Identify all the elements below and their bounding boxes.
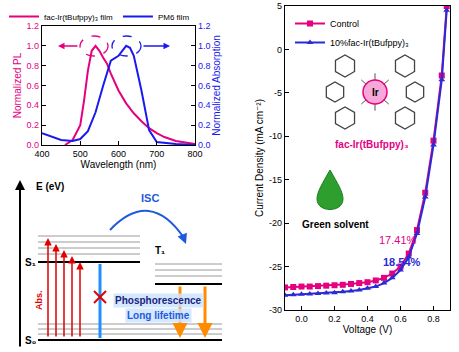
svg-text:17.41%: 17.41% <box>379 234 417 246</box>
svg-text:Normalized Absorption: Normalized Absorption <box>211 35 222 136</box>
svg-text:fac-Ir(tBufppy)₃ film: fac-Ir(tBufppy)₃ film <box>44 13 113 22</box>
svg-text:0.8: 0.8 <box>27 61 40 71</box>
svg-text:0.6: 0.6 <box>198 81 211 91</box>
svg-text:0.0: 0.0 <box>295 314 308 324</box>
svg-text:700: 700 <box>149 149 164 159</box>
svg-text:Phosphorescence: Phosphorescence <box>115 295 202 306</box>
svg-text:-25: -25 <box>269 262 282 272</box>
svg-text:-15: -15 <box>269 175 282 185</box>
svg-text:-20: -20 <box>269 218 282 228</box>
svg-text:0.4: 0.4 <box>27 100 40 110</box>
svg-text:800: 800 <box>187 149 202 159</box>
svg-text:0.8: 0.8 <box>427 314 440 324</box>
svg-text:0: 0 <box>277 45 282 55</box>
svg-text:0.2: 0.2 <box>27 120 40 130</box>
svg-text:-10: -10 <box>269 131 282 141</box>
svg-text:0.0: 0.0 <box>27 140 40 150</box>
svg-text:1.2: 1.2 <box>27 21 40 31</box>
svg-text:Abs.: Abs. <box>34 290 44 310</box>
svg-text:600: 600 <box>111 149 126 159</box>
svg-text:Green solvent: Green solvent <box>302 219 369 230</box>
svg-text:10%fac-Ir(tBufppy)₃: 10%fac-Ir(tBufppy)₃ <box>330 38 409 48</box>
svg-text:0.6: 0.6 <box>27 81 40 91</box>
svg-text:0.2: 0.2 <box>328 314 341 324</box>
svg-text:S₁: S₁ <box>25 257 36 268</box>
svg-text:PM6 film: PM6 film <box>158 13 189 22</box>
svg-text:1.2: 1.2 <box>198 21 211 31</box>
svg-text:0.4: 0.4 <box>198 100 211 110</box>
svg-text:Voltage (V): Voltage (V) <box>343 324 392 335</box>
svg-text:0.2: 0.2 <box>198 120 211 130</box>
svg-text:Current Density (mA cm⁻²): Current Density (mA cm⁻²) <box>254 99 265 217</box>
svg-text:fac-Ir(tBufppy)₃: fac-Ir(tBufppy)₃ <box>335 139 409 150</box>
svg-text:-30: -30 <box>269 305 282 315</box>
svg-text:S₀: S₀ <box>25 335 36 346</box>
svg-text:ISC: ISC <box>141 192 159 204</box>
svg-text:T₁: T₁ <box>155 245 165 256</box>
svg-text:Ir: Ir <box>372 87 379 98</box>
svg-text:0.6: 0.6 <box>394 314 407 324</box>
svg-text:1.0: 1.0 <box>198 41 211 51</box>
svg-text:E (eV): E (eV) <box>36 181 64 192</box>
svg-text:0.4: 0.4 <box>361 314 374 324</box>
svg-text:0.8: 0.8 <box>198 61 211 71</box>
svg-text:Control: Control <box>330 19 359 29</box>
svg-text:Wavelength (nm): Wavelength (nm) <box>81 159 157 170</box>
svg-text:Normalized PL: Normalized PL <box>12 52 23 118</box>
svg-text:18.54%: 18.54% <box>383 256 421 268</box>
svg-text:400: 400 <box>34 149 49 159</box>
svg-text:0.0: 0.0 <box>198 140 211 150</box>
svg-text:500: 500 <box>73 149 88 159</box>
svg-text:-5: -5 <box>274 88 282 98</box>
svg-text:5: 5 <box>277 1 282 11</box>
svg-text:Long lifetime: Long lifetime <box>127 310 190 321</box>
svg-text:1.0: 1.0 <box>27 41 40 51</box>
